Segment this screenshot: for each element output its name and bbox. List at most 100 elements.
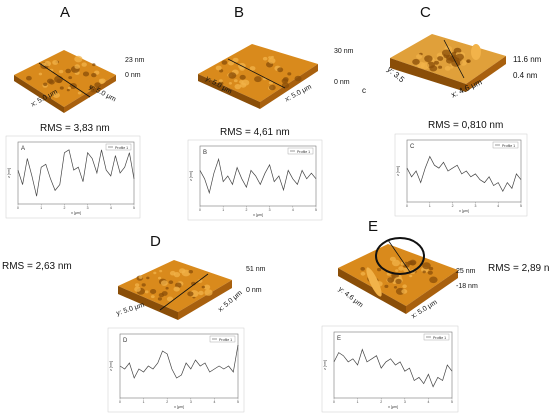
z-top-label-c: 11.6 nm (513, 55, 542, 64)
z-bottom-label-c: 0.4 nm (513, 71, 538, 80)
x-tick-label: 5 (133, 206, 135, 210)
z-bottom-label-a: 0 nm (125, 72, 141, 79)
surface-e-side-left (338, 268, 406, 314)
x-tick-label: 2 (380, 400, 382, 404)
chart-border (394, 133, 528, 217)
profile-series-line (17, 149, 135, 197)
rms-label-d: RMS = 2,63 nm (2, 261, 72, 272)
legend-label: Profile 1 (115, 146, 128, 150)
chart-border (107, 327, 245, 413)
surface-d-bumps (134, 268, 213, 302)
x-tick-label: 4 (110, 206, 112, 210)
legend-label: Profile 1 (297, 150, 310, 154)
x-tick-label: 1 (357, 400, 359, 404)
inset-letter: B (203, 150, 207, 156)
x-axis-label: x [μm] (174, 405, 184, 409)
surface-b-bumps (215, 55, 302, 91)
afm-surface-b (198, 44, 318, 109)
surface-e-side-right (406, 270, 458, 314)
rms-label-b: RMS = 4,61 nm (220, 127, 290, 138)
y-axis-label: z [nm] (323, 360, 327, 370)
legend-box (423, 333, 450, 341)
rms-label-c: RMS = 0,810 nm (428, 120, 504, 131)
surface-a-bumps (26, 55, 106, 98)
surface-b-side-right (260, 64, 318, 109)
x-tick-label: 2 (245, 208, 247, 212)
x-axis-label: x [μm] (253, 213, 263, 217)
x-tick-label: 1 (40, 206, 42, 210)
x-tick-label: 3 (474, 204, 476, 208)
x-tick-label: 4 (497, 204, 499, 208)
x-tick-label: 4 (292, 208, 294, 212)
y-axis-label: z [nm] (109, 361, 113, 371)
surface-d-face (118, 260, 232, 312)
x-tick-label: 1 (143, 400, 145, 404)
surface-a-side-right (64, 75, 116, 113)
x-tick-label: 5 (451, 400, 453, 404)
rms-label-e: RMS = 2,89 nm (488, 263, 550, 274)
z-top-label-d: 51 nm (246, 266, 266, 273)
profile-chart-d: D Profile 1 z [nm] x [μm] 0 1 2 3 4 5 (107, 327, 245, 413)
legend-label: Profile 1 (433, 336, 446, 340)
chart-border (5, 135, 141, 219)
x-axis-label: x [μm] (459, 209, 469, 213)
x-tick-label: 4 (427, 400, 429, 404)
x-tick-label: 2 (63, 206, 65, 210)
x-tick-label: 0 (17, 206, 19, 210)
afm-surface-e (338, 237, 458, 314)
surface-c-side-left (390, 58, 466, 92)
z-bottom-label-e: -18 nm (456, 283, 478, 290)
x-tick-label: 0 (119, 400, 121, 404)
y-axis-label: z [nm] (189, 171, 193, 181)
chart-border (187, 139, 323, 221)
plot-frame (199, 145, 317, 207)
panel-letter-b: B (234, 4, 245, 21)
afm-surface-c (390, 34, 506, 92)
z-top-label-a: 23 nm (125, 57, 145, 64)
z-top-label-e: 25 nm (456, 268, 476, 275)
x-tick-label: 5 (315, 208, 317, 212)
profile-chart-a: A Profile 1 z [nm] x [μm] 0 1 2 3 4 5 (5, 135, 141, 219)
x-axis-label: x [μm] (71, 211, 81, 215)
x-tick-label: 1 (429, 204, 431, 208)
surface-e-profile-line (387, 239, 411, 273)
surface-a-profile-line (38, 62, 91, 98)
x-tick-label: 0 (406, 204, 408, 208)
plot-frame (406, 139, 522, 203)
panel-letter-e: E (368, 218, 379, 235)
y-axis-label: z [nm] (396, 166, 400, 176)
profile-chart-c: C Profile 1 z [nm] x [μm] 0 1 2 3 4 5 (394, 133, 528, 217)
z-bottom-label-d: 0 nm (246, 287, 262, 294)
profile-series-line (333, 348, 453, 388)
surface-a-face (14, 50, 116, 107)
highlight-circle (375, 237, 425, 275)
x-tick-label: 3 (87, 206, 89, 210)
plot-frame (119, 333, 239, 399)
x-tick-label: 2 (166, 400, 168, 404)
plot-frame (17, 141, 135, 205)
surface-e-ridge (366, 267, 382, 297)
surface-c-bumps (412, 45, 471, 72)
surface-c-peak (471, 44, 481, 60)
surface-c-side-right (466, 56, 506, 92)
x-tick-label: 3 (404, 400, 406, 404)
surface-d-side-left (118, 286, 178, 320)
surface-d-side-right (178, 280, 232, 320)
z-bottom-label-b: 0 nm (334, 79, 350, 86)
profile-series-line (199, 157, 317, 195)
x-tick-label: 3 (269, 208, 271, 212)
afm-surface-a (14, 50, 116, 113)
z-top-label-b: 30 nm (334, 48, 354, 55)
surface-b-face (198, 44, 318, 102)
panel-letter-d: D (150, 233, 161, 250)
profile-chart-e: E Profile 1 z [nm] x [μm] 0 1 2 3 4 5 (321, 325, 459, 413)
x-tick-label: 5 (237, 400, 239, 404)
inset-letter: C (410, 144, 415, 150)
panel-letter-a: A (60, 4, 71, 21)
x-tick-label: 3 (190, 400, 192, 404)
afm-surface-d (118, 260, 232, 320)
legend-label: Profile 1 (219, 338, 232, 342)
profile-series-line (406, 155, 522, 193)
profile-series-line (119, 344, 239, 379)
legend-box (492, 141, 519, 149)
